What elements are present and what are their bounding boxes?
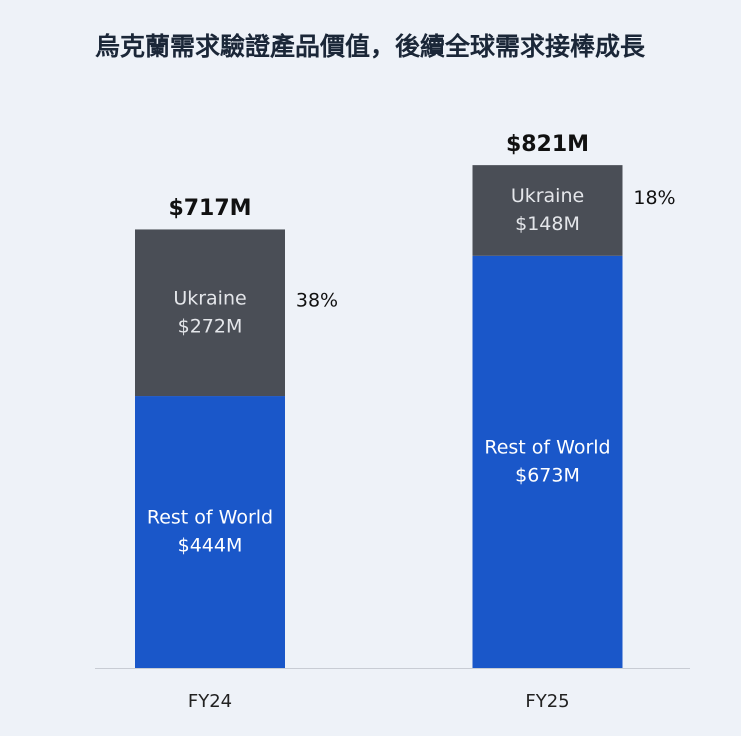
- x-tick-label: FY24: [188, 691, 232, 712]
- chart-title: 烏克蘭需求驗證產品價值，後續全球需求接棒成長: [95, 32, 646, 61]
- segment-name: Rest of World: [484, 436, 610, 458]
- segment-value: $444M: [178, 535, 243, 557]
- segment-name: Rest of World: [147, 507, 273, 529]
- segment-name: Ukraine: [173, 287, 246, 309]
- bar-segment: [135, 229, 285, 397]
- bar-segment: [472, 255, 623, 668]
- x-tick-label: FY25: [525, 691, 569, 712]
- segment-value: $272M: [178, 315, 243, 337]
- share-label: 18%: [633, 187, 675, 209]
- segment-value: $673M: [515, 464, 580, 486]
- total-label: $717M: [168, 196, 251, 221]
- segment-value: $148M: [515, 213, 580, 235]
- segment-name: Ukraine: [511, 185, 584, 207]
- share-label: 38%: [296, 289, 338, 311]
- bar-segment: [472, 165, 623, 256]
- total-label: $821M: [506, 132, 589, 157]
- bar-segment: [135, 396, 285, 668]
